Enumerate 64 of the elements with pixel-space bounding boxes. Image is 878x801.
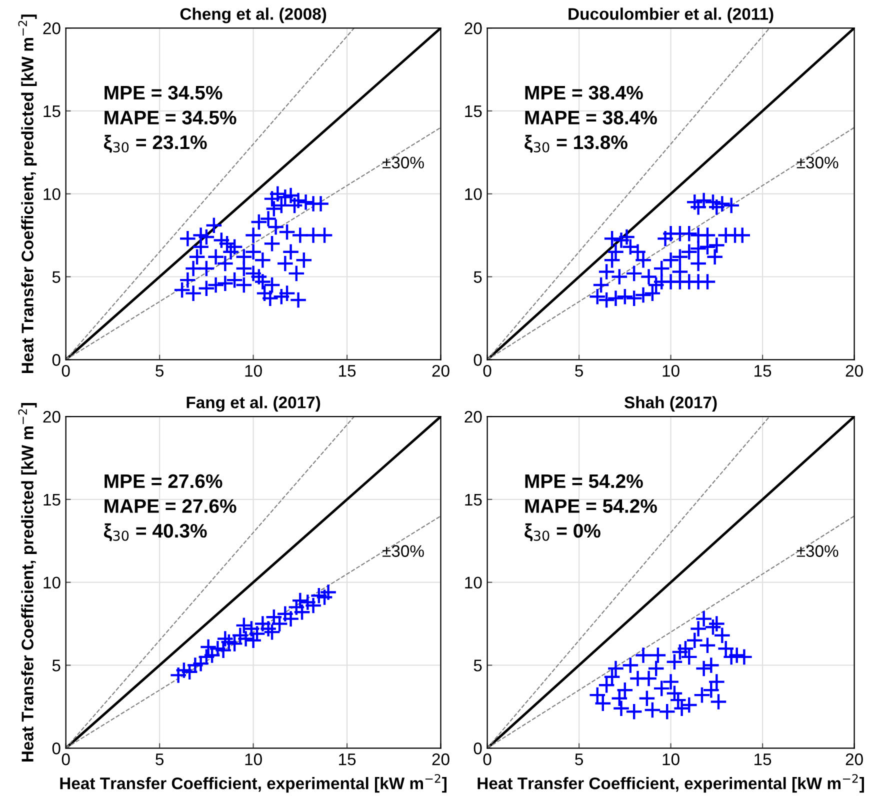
- y-tick-label: 15: [465, 106, 482, 118]
- x-tick-label: 20: [846, 364, 863, 377]
- x-tick-label: 10: [245, 753, 262, 766]
- y-tick-label: 10: [465, 188, 482, 200]
- chart-title: Fang et al. (2017): [186, 396, 320, 412]
- x-axis-title: Heat Transfer Coefficient, experimental [kW m$^{−2}$]: [478, 774, 864, 793]
- x-tick-label: 0: [62, 364, 70, 377]
- annotation: MPE = 54.2%: [525, 474, 643, 488]
- x-tick-label: 15: [754, 365, 772, 377]
- x-tick-label: 5: [156, 365, 164, 377]
- y-tick-label: 20: [43, 410, 60, 423]
- y-tick-label: 5: [474, 660, 482, 672]
- x-tick-label: 10: [662, 753, 680, 766]
- annotation: ±30%: [796, 545, 838, 557]
- x-tick-label: 10: [662, 364, 680, 377]
- y-tick-label: 0: [52, 354, 60, 366]
- x-tick-label: 20: [432, 364, 450, 377]
- annotation: MPE = 27.6%: [104, 474, 222, 488]
- y-tick-label: 10: [465, 576, 482, 589]
- y-tick-label: 5: [52, 271, 60, 283]
- annotation: ξ$_{30}$ = 40.3%: [104, 523, 207, 542]
- y-tick-label: 20: [43, 22, 60, 34]
- annotation: ξ$_{30}$ = 13.8%: [524, 134, 628, 153]
- chart-title: Ducoulombier et al. (2011): [568, 8, 774, 24]
- y-tick-label: 15: [465, 494, 482, 506]
- annotation: ξ$_{30}$ = 0%: [524, 523, 600, 542]
- x-tick-label: 15: [339, 365, 356, 377]
- y-tick-label: 15: [44, 494, 60, 506]
- y-tick-label: 20: [464, 410, 482, 423]
- x-tick-label: 15: [339, 754, 356, 766]
- x-tick-label: 10: [245, 364, 262, 377]
- y-tick-label: 10: [44, 576, 60, 589]
- annotation: MAPE = 54.2%: [525, 499, 657, 513]
- y-tick-label: 15: [44, 106, 60, 118]
- y-tick-label: 0: [474, 354, 482, 366]
- x-tick-label: 0: [483, 753, 492, 766]
- y-tick-label: 5: [52, 660, 60, 672]
- y-tick-label: 0: [474, 742, 482, 754]
- y-tick-label: 20: [464, 22, 482, 34]
- y-axis-title: Heat Transfer Coefficient, predicted [kW m$^{−2}$]: [18, 403, 37, 762]
- annotation: ±30%: [382, 545, 424, 557]
- annotation: MPE = 38.4%: [525, 86, 643, 100]
- annotation: MAPE = 38.4%: [525, 110, 657, 124]
- annotation: MAPE = 34.5%: [104, 110, 236, 124]
- y-tick-label: 0: [52, 742, 60, 754]
- x-tick-label: 5: [156, 754, 164, 766]
- x-axis-title: Heat Transfer Coefficient, experimental [kW m$^{−2}$]: [60, 774, 446, 793]
- annotation: MAPE = 27.6%: [104, 499, 236, 513]
- annotation: ξ$_{30}$ = 23.1%: [104, 134, 207, 153]
- x-tick-label: 20: [432, 753, 450, 766]
- x-tick-label: 15: [754, 754, 772, 766]
- chart-title: Cheng et al. (2008): [180, 8, 326, 24]
- y-tick-label: 10: [44, 188, 60, 200]
- x-tick-label: 0: [483, 364, 492, 377]
- x-tick-label: 5: [575, 365, 583, 377]
- annotation: ±30%: [796, 156, 838, 168]
- annotation: MPE = 34.5%: [104, 86, 222, 100]
- chart-title: Shah (2017): [624, 396, 717, 412]
- x-tick-label: 20: [846, 753, 863, 766]
- y-tick-label: 5: [474, 271, 482, 283]
- x-tick-label: 0: [62, 753, 70, 766]
- y-axis-title: Heat Transfer Coefficient, predicted [kW m$^{−2}$]: [18, 14, 37, 373]
- annotation: ±30%: [382, 156, 424, 168]
- x-tick-label: 5: [575, 754, 583, 766]
